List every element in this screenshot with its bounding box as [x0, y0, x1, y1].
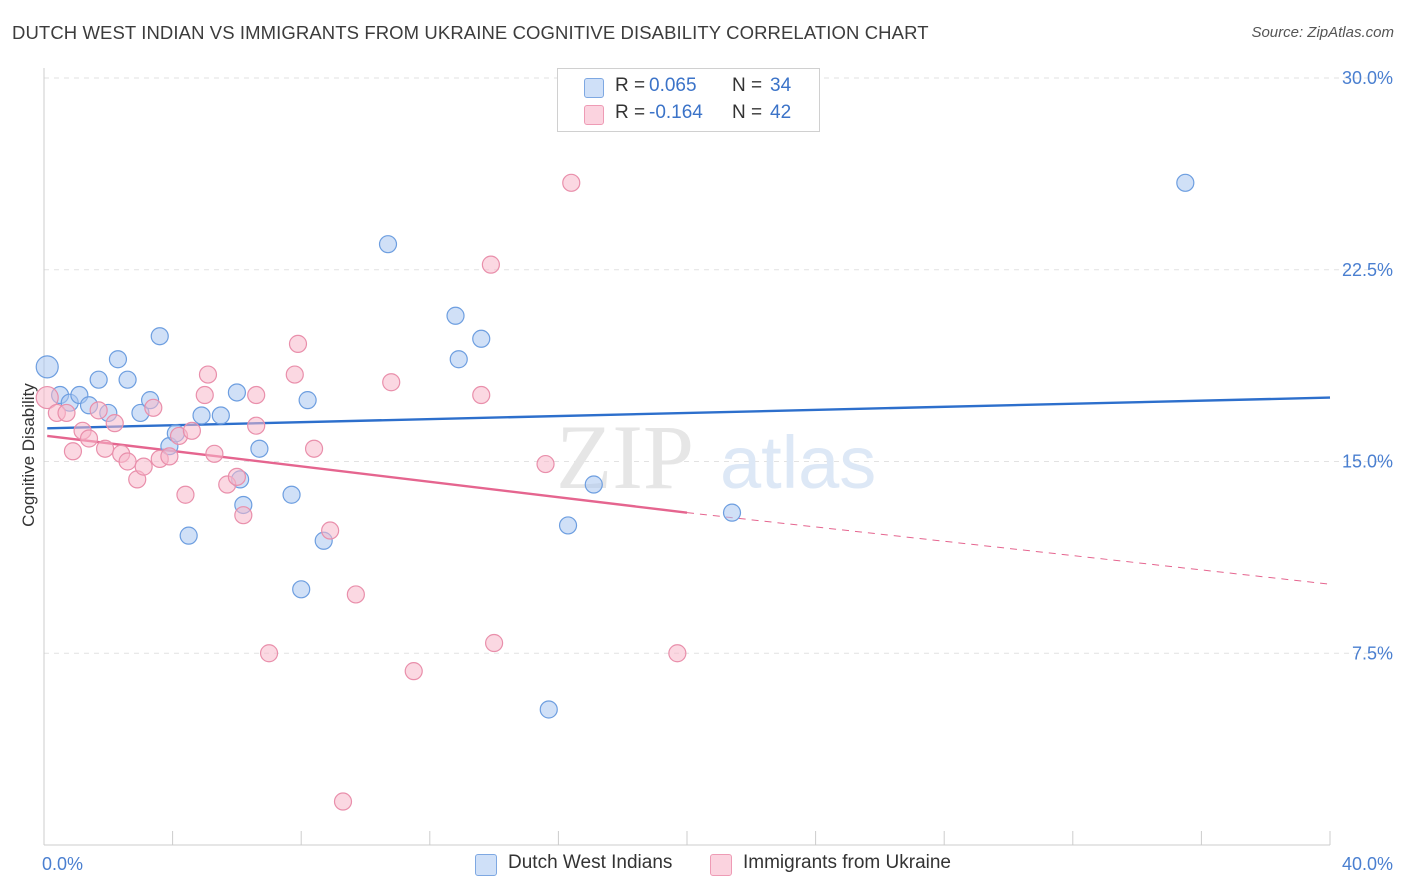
data-point-series-0	[1176, 173, 1195, 192]
data-point-series-0	[449, 350, 468, 369]
gridlines	[44, 77, 1392, 654]
data-point-series-0	[211, 406, 230, 425]
x-tick-label-min: 0.0%	[42, 854, 83, 874]
y-axis-label: Cognitive Disability	[19, 383, 38, 527]
bottom-legend-label: Dutch West Indians	[508, 852, 673, 873]
data-point-series-0	[584, 475, 603, 494]
watermark-zip: ZIP	[556, 406, 694, 508]
data-point-series-1	[160, 447, 179, 466]
data-point-series-0	[539, 700, 558, 719]
data-point-series-0	[118, 370, 137, 389]
data-point-series-0	[179, 526, 198, 545]
data-point-series-1	[182, 421, 201, 440]
legend-r-label: R =	[615, 102, 646, 123]
data-point-series-1	[95, 439, 115, 458]
data-point-series-1	[333, 792, 353, 811]
data-point-series-1	[304, 439, 324, 458]
data-point-series-0	[378, 235, 398, 254]
data-point-series-1	[472, 385, 491, 405]
data-point-series-0	[227, 383, 246, 402]
data-point-series-1	[346, 585, 365, 604]
data-point-series-1	[481, 255, 500, 274]
data-point-series-1	[247, 385, 266, 405]
data-point-series-1	[562, 173, 581, 192]
bottom-legend-swatch-blue	[475, 854, 497, 876]
chart-title: DUTCH WEST INDIAN VS IMMIGRANTS FROM UKR…	[12, 22, 929, 43]
data-point-series-1	[79, 429, 99, 448]
bottom-legend-label: Immigrants from Ukraine	[743, 852, 951, 873]
data-point-series-0	[35, 355, 59, 379]
legend-r-value: 0.065	[649, 75, 697, 96]
legend-n-label: N =	[732, 75, 763, 96]
data-point-series-1	[134, 457, 153, 476]
legend-swatch-pink	[584, 105, 604, 125]
data-point-series-1	[205, 444, 224, 463]
data-point-series-1	[89, 401, 108, 420]
axes	[43, 68, 1331, 846]
data-point-series-1	[382, 373, 401, 392]
watermark-atlas: atlas	[720, 421, 876, 504]
data-point-series-0	[292, 580, 311, 599]
data-point-series-1	[485, 633, 504, 653]
legend: R = 0.065 N = 34 R = -0.164 N = 42	[557, 68, 820, 132]
data-point-series-0	[446, 306, 465, 325]
data-point-series-1	[288, 334, 308, 353]
tick-labels: 7.5% 15.0% 22.5% 30.0% 0.0% 40.0%	[42, 68, 1393, 874]
data-point-series-1	[247, 416, 266, 435]
data-point-series-1	[195, 385, 214, 405]
data-point-series-1	[176, 485, 195, 504]
data-point-series-0	[558, 516, 578, 535]
data-point-series-1	[321, 521, 340, 540]
data-point-series-1	[668, 644, 687, 663]
y-tick-label: 15.0%	[1342, 452, 1393, 472]
legend-r-value: -0.164	[649, 102, 703, 123]
data-point-series-1	[35, 385, 59, 410]
data-point-series-0	[150, 327, 169, 346]
y-tick-label: 22.5%	[1342, 260, 1393, 280]
data-point-series-1	[118, 452, 137, 471]
data-point-series-1	[404, 662, 423, 681]
data-point-series-1	[285, 365, 304, 384]
legend-swatch-blue	[584, 78, 604, 98]
legend-n-label: N =	[732, 102, 763, 123]
data-point-series-1	[234, 506, 253, 525]
data-point-series-1	[227, 467, 246, 486]
y-tick-label: 7.5%	[1352, 643, 1393, 663]
data-point-series-0	[282, 485, 301, 504]
data-point-series-1	[57, 403, 76, 423]
data-point-series-1	[536, 454, 555, 474]
data-point-series-0	[192, 406, 211, 425]
data-point-series-0	[250, 439, 269, 458]
data-point-series-1	[144, 398, 163, 417]
data-point-series-1	[259, 644, 279, 663]
trend-line-series-1	[47, 434, 688, 514]
legend-n-value: 34	[770, 75, 792, 96]
trend-line-extension-series-1	[686, 512, 1331, 585]
y-tick-label: 30.0%	[1342, 68, 1393, 88]
data-point-series-0	[108, 350, 128, 369]
data-point-series-0	[89, 370, 108, 389]
data-point-series-0	[298, 391, 317, 410]
legend-n-value: 42	[770, 102, 792, 123]
x-tick-label-max: 40.0%	[1342, 854, 1393, 874]
data-point-series-1	[198, 365, 218, 384]
data-point-series-0	[472, 329, 491, 348]
legend-r-label: R =	[615, 75, 646, 96]
data-point-series-1	[105, 414, 124, 433]
source-label: Source: ZipAtlas.com	[1251, 24, 1394, 41]
data-point-series-0	[722, 503, 742, 522]
data-point-series-1	[63, 442, 83, 461]
bottom-legend-swatch-pink	[710, 854, 732, 876]
data-points	[35, 173, 1195, 811]
